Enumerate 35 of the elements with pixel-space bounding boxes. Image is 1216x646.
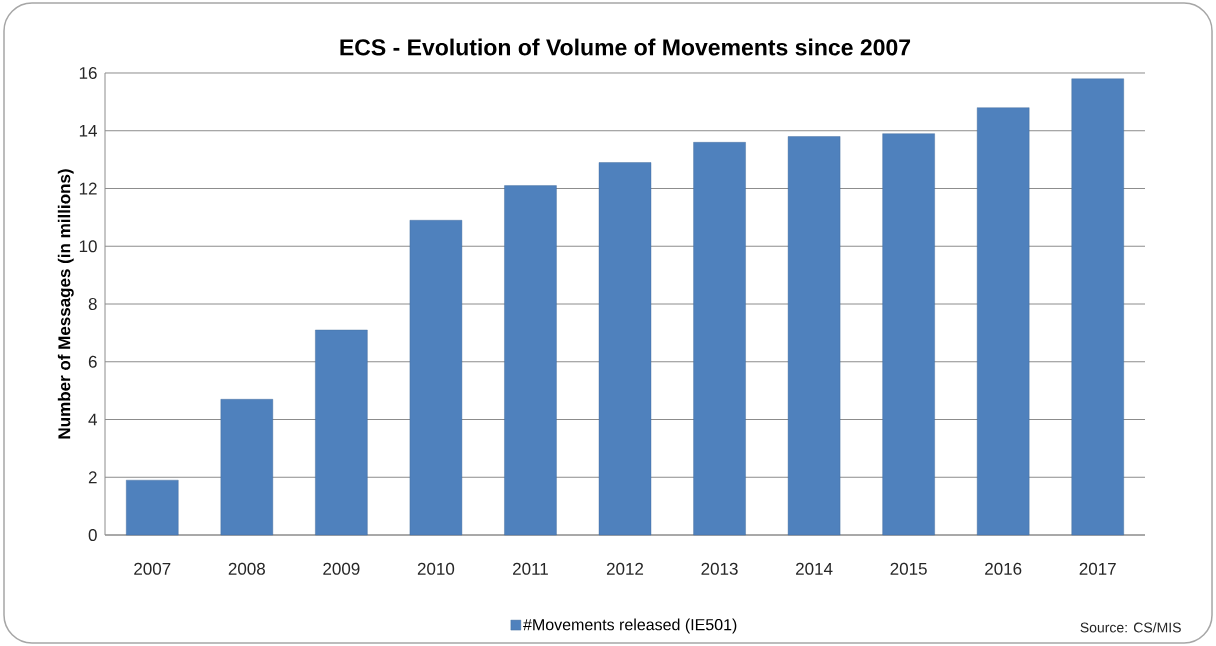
x-tick-label: 2014 <box>796 562 833 575</box>
bar <box>504 185 557 536</box>
bar <box>315 329 368 536</box>
x-tick-label: 2017 <box>1079 562 1116 575</box>
x-tick-label: 2009 <box>323 562 360 575</box>
y-tick-label: 2 <box>88 471 97 484</box>
x-tick-label: 2013 <box>701 562 738 575</box>
bar <box>126 479 179 536</box>
y-tick-label: 12 <box>79 182 97 195</box>
legend-label: #Movements released (IE501) <box>523 618 737 634</box>
x-tick-label: 2011 <box>513 562 548 575</box>
y-tick-label: 4 <box>88 413 97 426</box>
x-tick-label: 2007 <box>134 562 171 575</box>
x-tick-label: 2012 <box>606 562 644 575</box>
bar <box>1071 78 1124 536</box>
y-axis-title: Number of Messages (in millions) <box>57 169 74 439</box>
bar <box>409 220 463 536</box>
bar <box>220 399 274 536</box>
y-tick-label: 0 <box>88 528 97 542</box>
bar <box>693 142 746 536</box>
bar <box>598 162 652 536</box>
y-tick-label: 6 <box>88 355 97 368</box>
source-note: Source: CS/MIS <box>1080 622 1181 633</box>
bar <box>787 136 841 536</box>
x-tick-label: 2010 <box>417 562 455 575</box>
x-tick-label: 2016 <box>985 562 1022 575</box>
y-tick-label: 14 <box>79 124 97 137</box>
y-tick-label: 10 <box>79 240 97 253</box>
x-tick-label: 2008 <box>228 562 265 575</box>
bar <box>976 107 1030 536</box>
y-tick-label: 16 <box>79 66 97 80</box>
bar <box>882 133 935 536</box>
x-tick-label: 2015 <box>890 562 927 575</box>
chart-title: ECS - Evolution of Volume of Movements since 2007 <box>340 38 911 56</box>
y-tick-label: 8 <box>88 297 97 311</box>
